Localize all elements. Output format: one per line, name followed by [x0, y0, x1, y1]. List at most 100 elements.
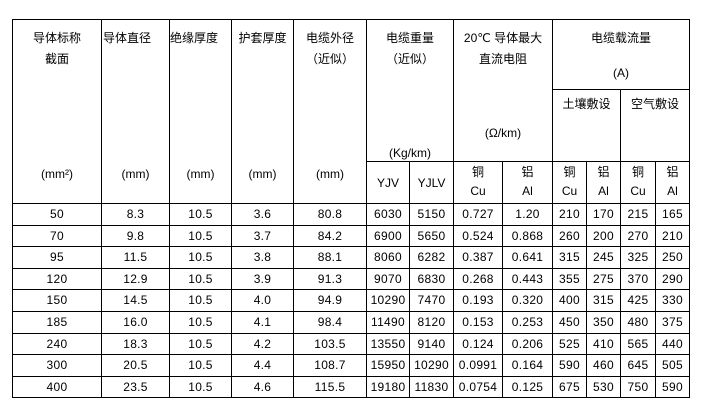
table-cell: 10.5 [169, 246, 232, 269]
table-cell: 450 [552, 311, 587, 334]
table-cell: 260 [552, 225, 587, 247]
table-cell: 11.5 [101, 246, 170, 269]
table-cell: 6900 [366, 225, 410, 247]
table-cell: 11490 [366, 311, 410, 334]
header-weight: 电缆重量 （近似） (Kg/km) [366, 19, 454, 162]
header-unit: (mm) [316, 167, 344, 181]
header-resistance-cu: 铜 Cu [453, 161, 503, 204]
table-cell: 95 [12, 246, 102, 269]
header-resistance: 20℃ 导体最大 直流电阻 (Ω/km) [453, 19, 553, 162]
table-cell: 3.8 [231, 246, 294, 269]
table-cell: 355 [552, 268, 587, 290]
table-cell: 10.5 [169, 289, 232, 312]
table-cell: 0.0754 [453, 376, 503, 398]
header-label: 土壤敷设 [562, 97, 611, 111]
table-cell: 375 [655, 311, 690, 334]
header-label: Al [522, 184, 533, 198]
header-label: Cu [630, 184, 646, 198]
header-section: 导体标称 截面 (mm²) [12, 19, 102, 204]
table-cell: 3.6 [231, 203, 294, 226]
table-cell: 200 [586, 225, 621, 247]
table-cell: 4.4 [231, 354, 294, 377]
table-cell: 8120 [409, 311, 454, 334]
table-cell: 84.2 [293, 225, 367, 247]
table-cell: 5650 [409, 225, 454, 247]
header-unit: (A) [613, 66, 629, 80]
header-unit: (mm) [248, 167, 277, 181]
table-cell: 70 [12, 225, 102, 247]
table-cell: 108.7 [293, 354, 367, 377]
table-cell: 165 [655, 203, 690, 226]
table-cell: 18.3 [101, 333, 170, 355]
header-label: 截面 [44, 52, 69, 66]
header-label: （近似） [385, 52, 434, 66]
table-cell: 6282 [409, 246, 454, 269]
table-cell: 290 [655, 268, 690, 290]
header-label: 护套厚度 [238, 31, 287, 45]
table-cell: 505 [655, 354, 690, 377]
table-cell: 88.1 [293, 246, 367, 269]
header-yjlv: YJLV [409, 161, 454, 204]
table-cell: 0.524 [453, 225, 503, 247]
table-cell: 9070 [366, 268, 410, 290]
table-cell: 185 [12, 311, 102, 334]
header-unit: (Kg/km) [389, 146, 431, 160]
table-cell: 0.206 [502, 333, 553, 355]
header-label: 绝缘厚度 [170, 31, 219, 45]
table-cell: 14.5 [101, 289, 170, 312]
table-cell: 0.387 [453, 246, 503, 269]
table-cell: 15950 [366, 354, 410, 377]
table-cell: 6830 [409, 268, 454, 290]
table-cell: 315 [586, 289, 621, 312]
header-yjv: YJV [366, 161, 410, 204]
table-cell: 750 [620, 376, 656, 398]
table-cell: 0.641 [502, 246, 553, 269]
header-sheath: 护套厚度 (mm) [231, 19, 294, 204]
header-label: 铜 [563, 165, 576, 179]
table-cell: 3.7 [231, 225, 294, 247]
table-cell: 80.8 [293, 203, 367, 226]
header-label: 电缆外径 [305, 31, 354, 45]
header-label: （近似） [305, 52, 354, 66]
table-cell: 525 [552, 333, 587, 355]
table-cell: 250 [655, 246, 690, 269]
table-cell: 9.8 [101, 225, 170, 247]
table-cell: 8.3 [101, 203, 170, 226]
header-label: 电缆重量 [385, 31, 434, 45]
header-soil: 土壤敷设 [552, 89, 621, 162]
table-cell: 0.124 [453, 333, 503, 355]
table-cell: 10.5 [169, 311, 232, 334]
table-cell: 4.1 [231, 311, 294, 334]
table-cell: 23.5 [101, 376, 170, 398]
header-label: 铝 [666, 165, 679, 179]
table-cell: 120 [12, 268, 102, 290]
table-cell: 215 [620, 203, 656, 226]
table-cell: 0.868 [502, 225, 553, 247]
table-cell: 50 [12, 203, 102, 226]
table-cell: 480 [620, 311, 656, 334]
table-cell: 565 [620, 333, 656, 355]
header-label: 20℃ 导体最大 [463, 31, 543, 45]
table-cell: 370 [620, 268, 656, 290]
table-cell: 150 [12, 289, 102, 312]
table-cell: 350 [586, 311, 621, 334]
table-cell: 6030 [366, 203, 410, 226]
table-cell: 4.6 [231, 376, 294, 398]
header-current: 电缆载流量 (A) [552, 19, 690, 90]
table-cell: 460 [586, 354, 621, 377]
table-cell: 675 [552, 376, 587, 398]
table-cell: 590 [655, 376, 690, 398]
header-unit: (mm) [121, 167, 150, 181]
table-cell: 0.153 [453, 311, 503, 334]
table-cell: 91.3 [293, 268, 367, 290]
table-cell: 0.193 [453, 289, 503, 312]
header-label: 铝 [597, 165, 610, 179]
header-label: 铜 [631, 165, 644, 179]
header-insulation: 绝缘厚度 (mm) [169, 19, 232, 204]
header-air: 空气敷设 [620, 89, 690, 162]
table-cell: 10.5 [169, 203, 232, 226]
table-cell: 9140 [409, 333, 454, 355]
header-label: 电缆载流量 [590, 31, 651, 45]
table-cell: 115.5 [293, 376, 367, 398]
table-cell: 300 [12, 354, 102, 377]
